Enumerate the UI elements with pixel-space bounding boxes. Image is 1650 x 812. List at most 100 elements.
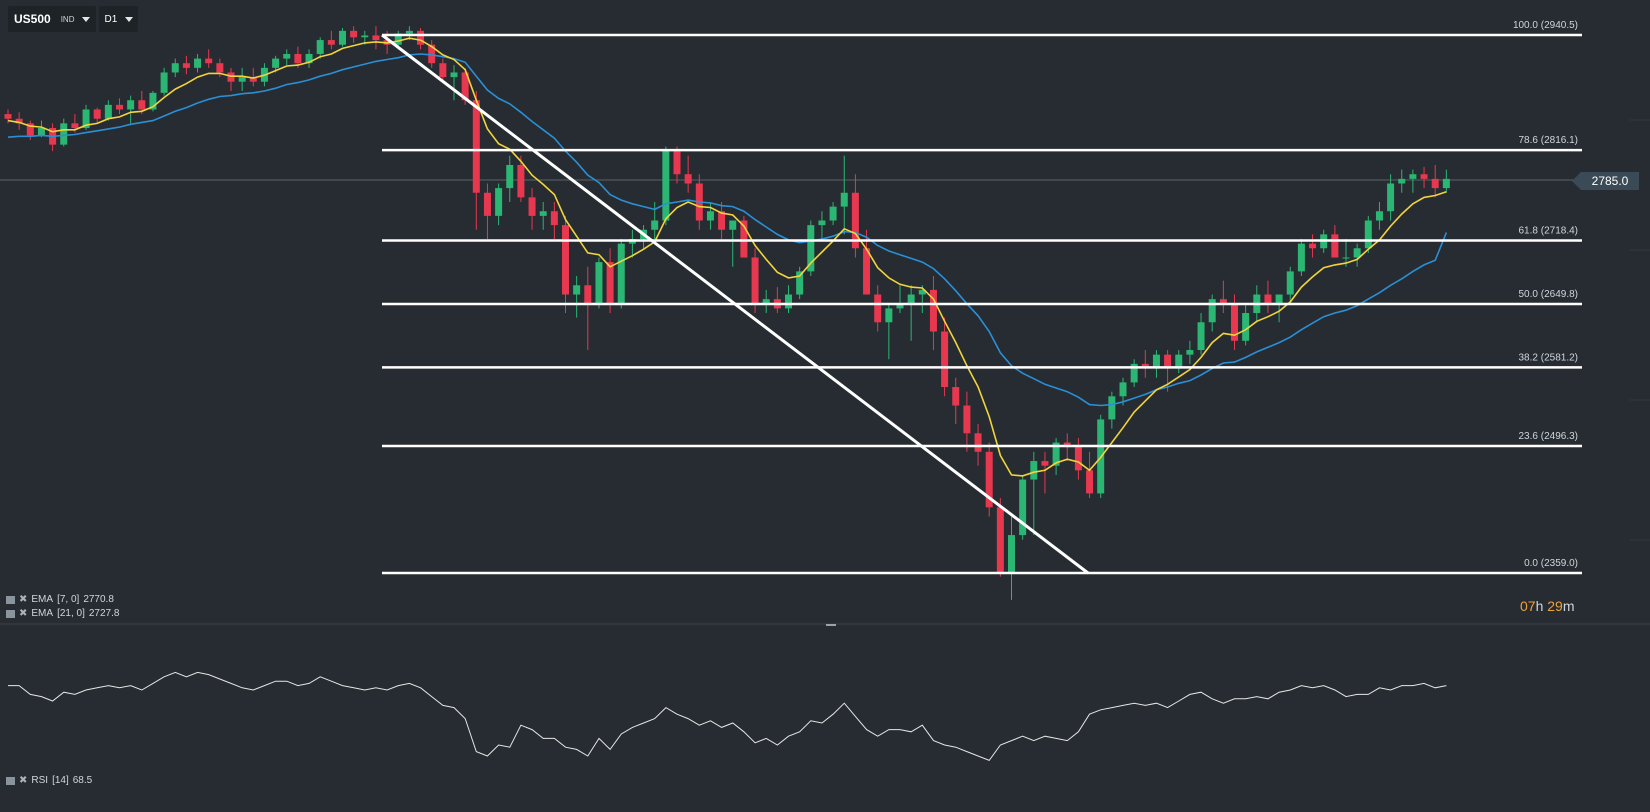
current-price-tag: 2785.0 [1572,172,1639,190]
rsi-line [8,671,1447,762]
fib-level-label: 61.8 (2718.4) [1519,225,1579,236]
candle-body [762,299,770,304]
candle-body [294,53,302,64]
candle-body [1008,535,1015,573]
candle-body [305,53,313,64]
candle-body [740,220,748,258]
candle-body [394,33,402,45]
toolbar: US500 IND D1 [8,6,139,32]
candle-body [796,271,804,295]
candle-body [985,451,993,508]
candle-body [863,248,871,295]
candle-body [1119,382,1127,397]
fib-level-label: 78.6 (2816.1) [1519,135,1579,146]
indicator-params: [14] [52,775,69,786]
candle-body [1108,396,1116,420]
candle-countdown: 07h 29m [1520,598,1575,614]
candle-body [149,92,157,110]
candle-body [1242,313,1250,341]
candle-body [439,63,447,78]
candle-body [1052,442,1060,466]
candle-body [918,289,926,295]
ema7-line [7,37,1447,477]
candle-body [539,211,547,216]
candle-body [751,257,759,304]
candle-body [1019,479,1027,536]
ema21-line [7,53,1448,407]
candle-body [4,114,12,119]
candle-body [216,63,224,73]
settings-icon[interactable] [6,595,15,604]
candle-body [517,164,525,198]
candlestick-series [4,26,1450,600]
candle-body [15,118,23,124]
candle-body [339,30,346,45]
timeframe-selector[interactable]: D1 [99,6,139,32]
close-icon[interactable]: ✖ [19,594,28,605]
candle-body [1398,178,1406,184]
candle-body [952,387,960,406]
trend-line[interactable] [381,33,1089,575]
candle-body [651,220,659,230]
candle-body [1164,354,1172,369]
candle-body [684,174,692,184]
indicator-params: [7, 0] [57,594,80,605]
candle-body [506,164,514,189]
candle-body [1420,174,1428,179]
candle-body [840,192,848,207]
candle-body [60,123,68,145]
fib-level-label: 100.0 (2940.5) [1513,20,1578,31]
candle-body [528,197,536,216]
candle-body [785,294,792,309]
symbol-type-label: IND [60,14,75,24]
candle-body [562,225,569,295]
ema7-legend[interactable]: ✖ EMA [7, 0] 2770.8 [6,594,114,605]
indicator-params: [21, 0] [57,608,85,619]
candle-body [461,72,469,101]
fibonacci-retracement: 100.0 (2940.5) 78.6 (2816.1) 61.8 (2718.4)… [382,20,1582,575]
candle-body [227,72,235,82]
indicator-value: 2727.8 [88,608,120,619]
candle-body [573,285,581,295]
candle-body [327,40,335,45]
candle-body [1208,299,1216,323]
candle-body [1353,248,1361,258]
timer-hours-unit: h [1535,598,1544,614]
settings-icon[interactable] [6,609,15,618]
indicator-label: EMA [31,608,54,619]
candle-body [1309,243,1317,249]
candle-body [1264,294,1272,304]
chevron-down-icon [82,16,91,22]
symbol-selector[interactable]: US500 IND [8,6,97,32]
candle-body [929,289,937,332]
candle-body [116,104,123,110]
timeframe-label: D1 [104,13,118,25]
candle-body [1331,234,1339,258]
indicator-label: EMA [31,594,54,605]
candle-body [885,308,893,323]
fib-level-label: 23.6 (2496.3) [1519,431,1579,442]
candle-body [1074,447,1082,471]
timer-minutes: 29 [1547,598,1563,614]
fib-level-label: 38.2 (2581.2) [1519,352,1579,363]
candle-body [706,211,714,221]
candle-body [1375,211,1383,221]
candle-body [26,123,34,136]
candle-body [874,294,882,323]
candle-body [963,405,971,434]
candle-body [1342,257,1350,259]
candle-body [238,77,246,82]
rsi-legend[interactable]: ✖ RSI [14] 68.5 [6,775,92,786]
close-icon[interactable]: ✖ [19,608,28,619]
candle-body [171,63,179,73]
candle-body [428,44,436,64]
settings-icon[interactable] [6,776,15,785]
ema21-legend[interactable]: ✖ EMA [21, 0] 2727.8 [6,608,119,619]
candle-body [138,100,146,110]
candle-body [1130,363,1138,383]
candle-body [617,243,625,304]
close-icon[interactable]: ✖ [19,775,28,786]
candle-body [417,30,425,45]
timer-hours: 07 [1520,598,1536,614]
